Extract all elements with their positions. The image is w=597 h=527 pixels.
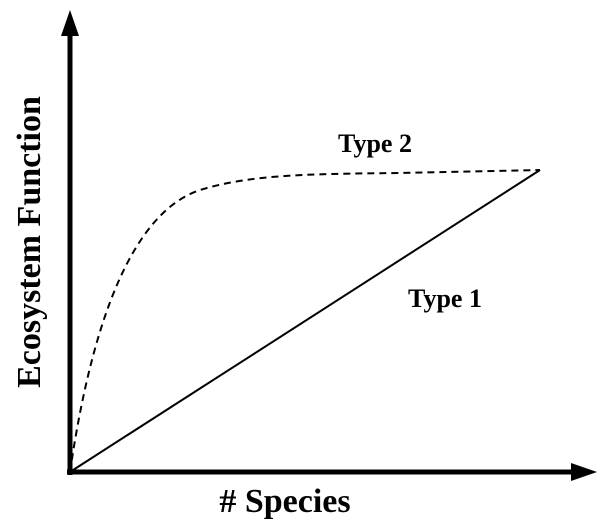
type-1-line — [69, 169, 541, 473]
x-axis-label: # Species — [219, 483, 350, 520]
type-2-label: Type 2 — [338, 129, 412, 158]
type-1-label: Type 1 — [408, 284, 482, 313]
type-2-curve — [69, 169, 541, 473]
y-axis-label: Ecosystem Function — [11, 96, 48, 388]
x-axis-arrow — [571, 463, 597, 481]
y-axis-arrow — [61, 10, 79, 36]
